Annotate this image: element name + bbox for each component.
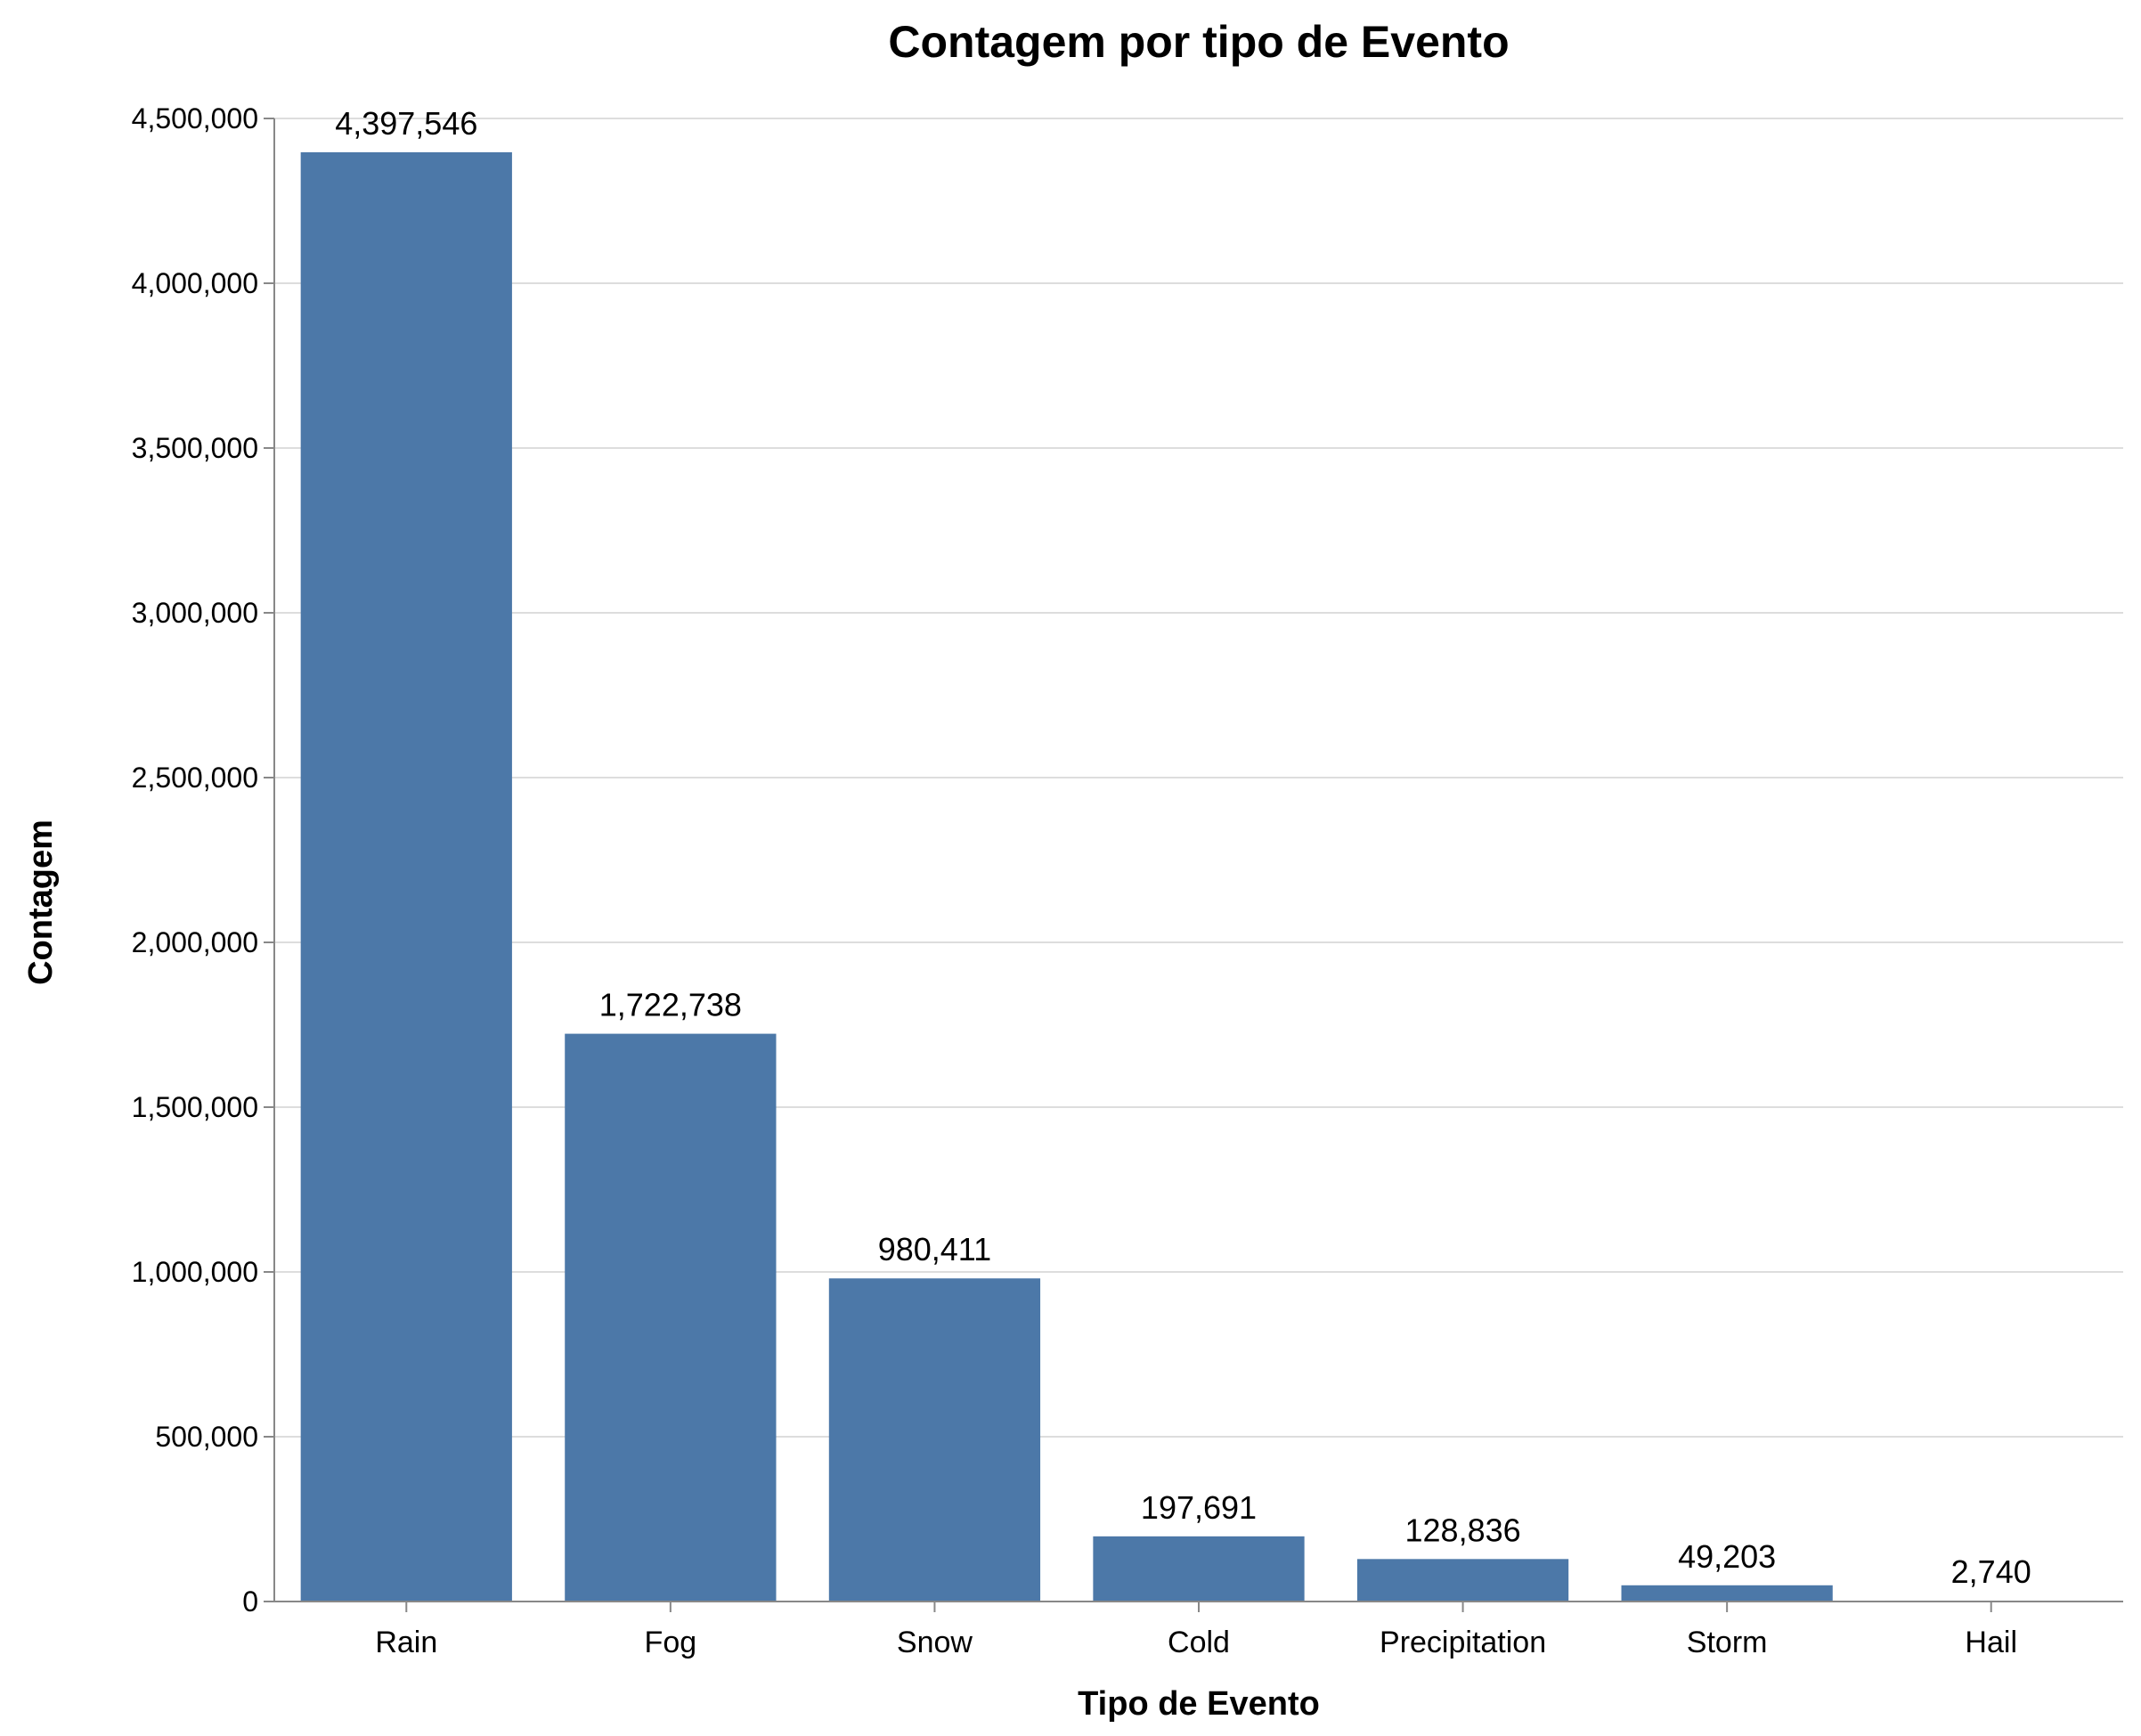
- x-tick-label-rain: Rain: [375, 1626, 437, 1659]
- y-axis-title: Contagem: [22, 819, 60, 985]
- x-tick-label-cold: Cold: [1168, 1626, 1230, 1659]
- x-tick-label-precipitation: Precipitation: [1380, 1626, 1546, 1659]
- data-label-cold: 197,691: [1141, 1489, 1257, 1526]
- bar-storm: [1621, 1585, 1833, 1602]
- bar-precipitation: [1356, 1559, 1569, 1602]
- x-tick-label-hail: Hail: [1965, 1626, 2017, 1659]
- y-tick-label: 2,500,000: [132, 762, 258, 794]
- data-label-precipitation: 128,836: [1405, 1512, 1521, 1548]
- bar-snow: [828, 1278, 1041, 1602]
- data-labels: 4,397,546 1,722,738 980,411 197,691 128,836 4…: [335, 105, 2031, 1590]
- x-tick-label-storm: Storm: [1687, 1626, 1768, 1659]
- data-label-rain: 4,397,546: [335, 105, 477, 142]
- bars: [300, 151, 2097, 1602]
- bar-cold: [1093, 1536, 1305, 1602]
- y-tick-label: 0: [242, 1585, 258, 1618]
- data-label-storm: 49,203: [1678, 1538, 1776, 1575]
- x-tick-label-fog: Fog: [645, 1626, 697, 1659]
- y-tick-label: 1,500,000: [132, 1091, 258, 1123]
- x-axis-title: Tipo de Evento: [1078, 1685, 1320, 1723]
- bar-rain: [300, 151, 512, 1602]
- y-tick-label: 2,000,000: [132, 926, 258, 958]
- y-tick-label: 3,000,000: [132, 597, 258, 629]
- data-label-snow: 980,411: [878, 1231, 991, 1267]
- y-tick-label: 1,000,000: [132, 1256, 258, 1288]
- axes: 0 500,000 1,000,000 1,500,000 2,000,000 2,500…: [132, 102, 2123, 1659]
- bar-fog: [565, 1033, 777, 1602]
- data-label-fog: 1,722,738: [599, 987, 742, 1023]
- y-tick-label: 500,000: [155, 1421, 258, 1453]
- chart-title: Contagem por tipo de Evento: [888, 17, 1509, 67]
- y-tick-label: 3,500,000: [132, 432, 258, 464]
- data-label-hail: 2,740: [1951, 1553, 2031, 1590]
- x-tick-label-snow: Snow: [897, 1626, 973, 1659]
- grid-lines: [274, 118, 2123, 1602]
- y-tick-label: 4,500,000: [132, 102, 258, 134]
- y-tick-label: 4,000,000: [132, 267, 258, 299]
